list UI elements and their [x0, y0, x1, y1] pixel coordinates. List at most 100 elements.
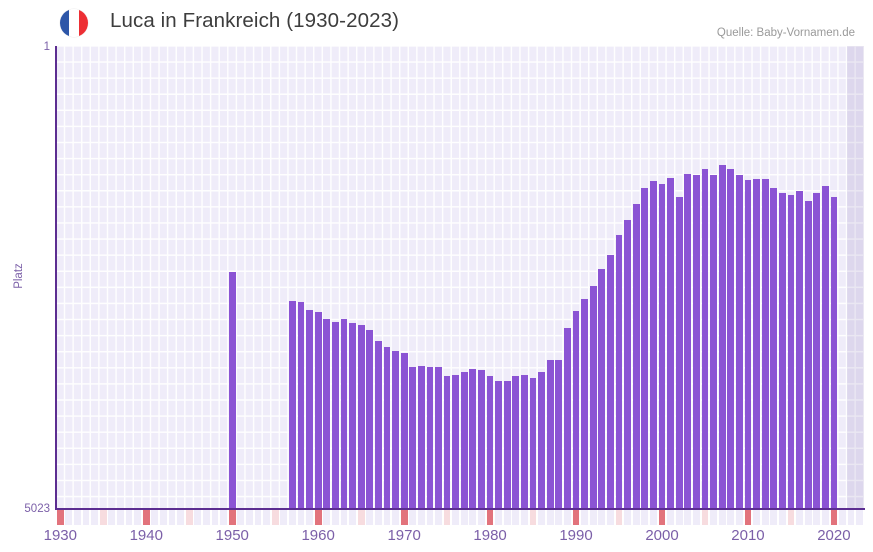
y-axis-tick-top: 1 [43, 41, 50, 53]
x-axis-tick [512, 510, 520, 525]
y-axis-tick-bottom: 5023 [24, 503, 50, 515]
bar [486, 375, 494, 509]
x-axis-tick [692, 510, 700, 525]
bar [426, 367, 434, 509]
bar [589, 285, 597, 509]
bar [830, 197, 838, 509]
x-axis-tick [426, 510, 434, 525]
plot-area [56, 46, 864, 509]
x-axis-tick [383, 510, 391, 525]
x-axis-tick [821, 510, 829, 525]
x-axis-tick [830, 510, 838, 525]
x-axis-tick [572, 510, 580, 525]
bar [512, 375, 520, 509]
bar [804, 200, 812, 509]
x-axis-tick [306, 510, 313, 525]
bar [521, 375, 528, 509]
bar [641, 188, 649, 509]
x-axis-tick [280, 510, 288, 525]
x-axis-tick [82, 510, 90, 525]
bar [469, 369, 477, 509]
bar [778, 192, 786, 509]
x-axis-tick [486, 510, 494, 525]
bar [503, 380, 511, 509]
x-axis-tick [65, 510, 73, 525]
x-axis-tick [460, 510, 468, 525]
x-axis-tick [452, 510, 460, 525]
source-attribution: Quelle: Baby-Vornamen.de [716, 27, 855, 39]
bar [452, 374, 460, 509]
y-axis-line [55, 46, 57, 510]
x-axis-tick [417, 510, 425, 525]
bar [400, 353, 408, 509]
bar [624, 220, 631, 509]
x-axis-tick [839, 510, 846, 525]
x-axis-label: 1990 [559, 527, 593, 544]
bar [735, 174, 743, 509]
x-axis-tick [392, 510, 399, 525]
x-axis-tick [469, 510, 477, 525]
bar [813, 193, 821, 509]
x-axis-tick [710, 510, 717, 525]
x-axis-tick [847, 510, 855, 525]
x-axis-tick [607, 510, 614, 525]
x-axis-tick [632, 510, 640, 525]
x-axis-tick [856, 510, 864, 525]
bar [658, 184, 666, 509]
bar [555, 359, 563, 509]
bar-series [56, 46, 864, 509]
x-axis-line [55, 508, 865, 510]
x-axis-tick [142, 510, 150, 525]
x-axis-tick [443, 510, 451, 525]
bar [417, 366, 425, 509]
bar [564, 328, 571, 509]
bar [435, 367, 442, 509]
x-axis-tick [650, 510, 657, 525]
x-axis-tick [125, 510, 133, 525]
x-axis-tick [546, 510, 554, 525]
x-axis-tick [478, 510, 485, 525]
x-axis-tick [735, 510, 743, 525]
bar [701, 168, 709, 509]
bar [529, 377, 537, 509]
bar [667, 178, 674, 509]
x-axis-tick [744, 510, 752, 525]
x-axis-tick [211, 510, 219, 525]
x-axis-tick [495, 510, 503, 525]
x-axis-tick [718, 510, 726, 525]
no-data-region [846, 46, 864, 509]
bar [650, 180, 657, 509]
x-axis-tick [374, 510, 382, 525]
x-axis-tick [91, 510, 99, 525]
x-axis-tick [409, 510, 417, 525]
x-axis-tick [151, 510, 159, 525]
x-axis-tick [228, 510, 236, 525]
x-axis-tick [331, 510, 339, 525]
bar [821, 186, 829, 509]
x-axis-tick [555, 510, 563, 525]
x-axis-tick [185, 510, 193, 525]
x-axis-tick [787, 510, 795, 525]
x-axis-tick [564, 510, 571, 525]
x-axis-tick-band [56, 510, 864, 525]
y-axis-title: Platz [12, 263, 25, 289]
x-axis-tick [624, 510, 631, 525]
x-axis-label: 1980 [473, 527, 507, 544]
bar [770, 187, 778, 509]
bar [349, 323, 356, 509]
bar [692, 174, 700, 509]
bar [546, 359, 554, 509]
x-axis-tick [615, 510, 623, 525]
bar [478, 369, 485, 509]
x-axis-tick [813, 510, 821, 525]
x-axis-tick [340, 510, 348, 525]
bar [727, 168, 735, 509]
chart-header: Luca in Frankreich (1930-2023) Quelle: B… [0, 0, 873, 44]
x-axis-tick [349, 510, 356, 525]
page-title: Luca in Frankreich (1930-2023) [110, 9, 400, 32]
x-axis-tick [288, 510, 296, 525]
bar [684, 174, 692, 509]
bar [632, 204, 640, 509]
bar [366, 330, 374, 509]
